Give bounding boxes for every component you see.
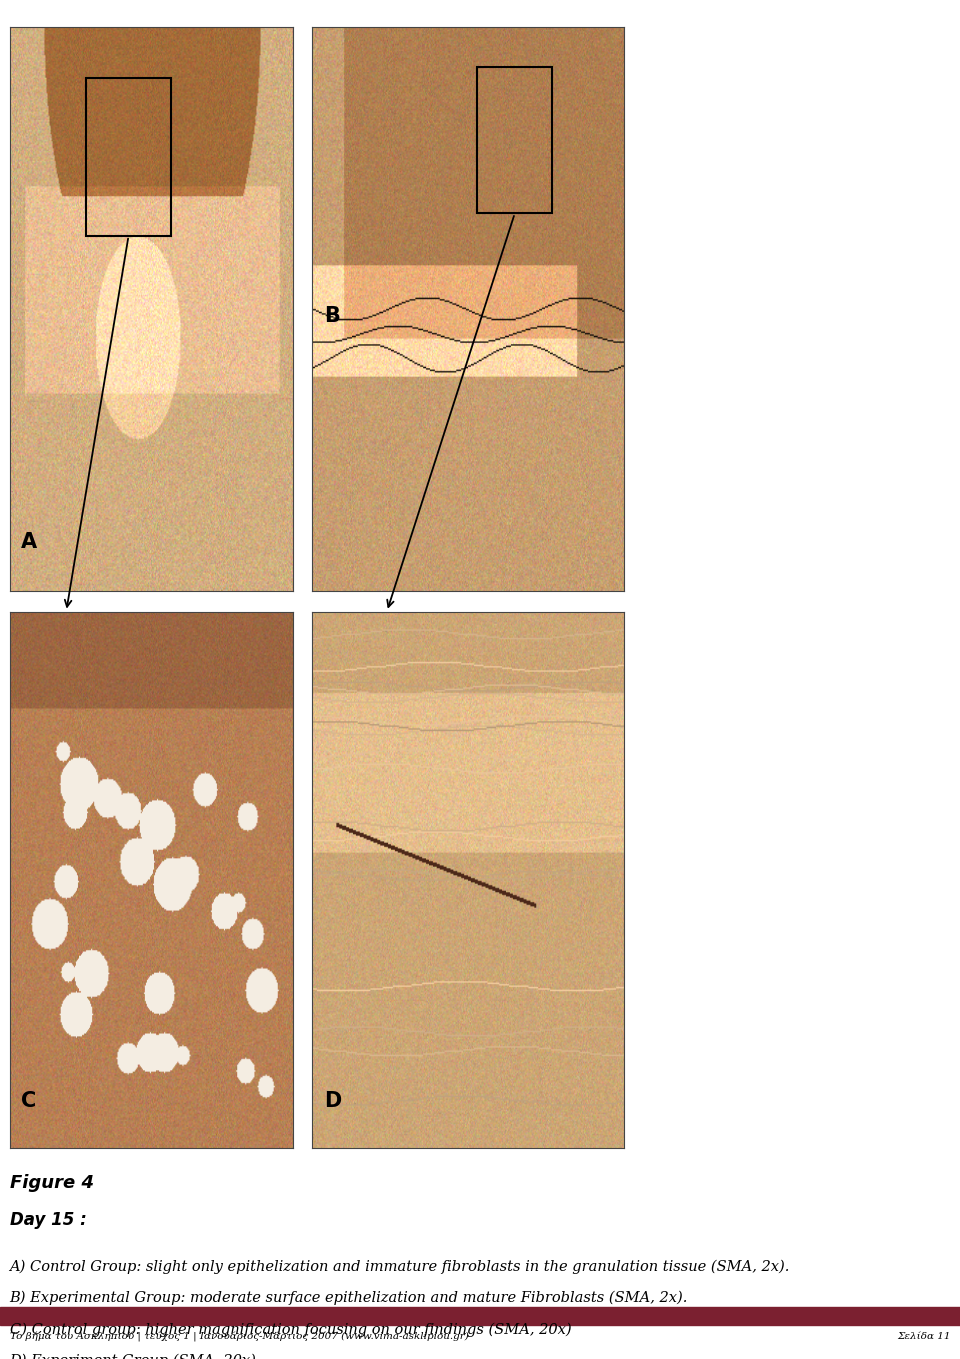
Text: To βήμα του Ασκληπιού | τεύχος 1 | Ιανουάριος-Μάρτιος 2007 (www.vima-asklipiou.g: To βήμα του Ασκληπιού | τεύχος 1 | Ιανου… <box>10 1332 468 1341</box>
Text: D) Experiment Group (SMA, 20x).: D) Experiment Group (SMA, 20x). <box>10 1354 261 1359</box>
Text: A: A <box>21 531 37 552</box>
Text: A) Control Group: slight only epithelization and immature fibroblasts in the gra: A) Control Group: slight only epitheliza… <box>10 1260 790 1275</box>
Text: Σελίδα 11: Σελίδα 11 <box>897 1332 950 1341</box>
Bar <box>86 77 171 236</box>
Text: Figure 4: Figure 4 <box>10 1174 93 1192</box>
Text: C: C <box>21 1091 36 1110</box>
Text: B: B <box>324 306 341 326</box>
Bar <box>477 67 552 213</box>
Text: Day 15 :: Day 15 : <box>10 1211 86 1229</box>
Text: C) Control group: higher magnification focusing on our findings (SMA, 20x): C) Control group: higher magnification f… <box>10 1322 571 1337</box>
Text: D: D <box>324 1091 342 1110</box>
Text: B) Experimental Group: moderate surface epithelization and mature Fibroblasts (S: B) Experimental Group: moderate surface … <box>10 1291 688 1306</box>
